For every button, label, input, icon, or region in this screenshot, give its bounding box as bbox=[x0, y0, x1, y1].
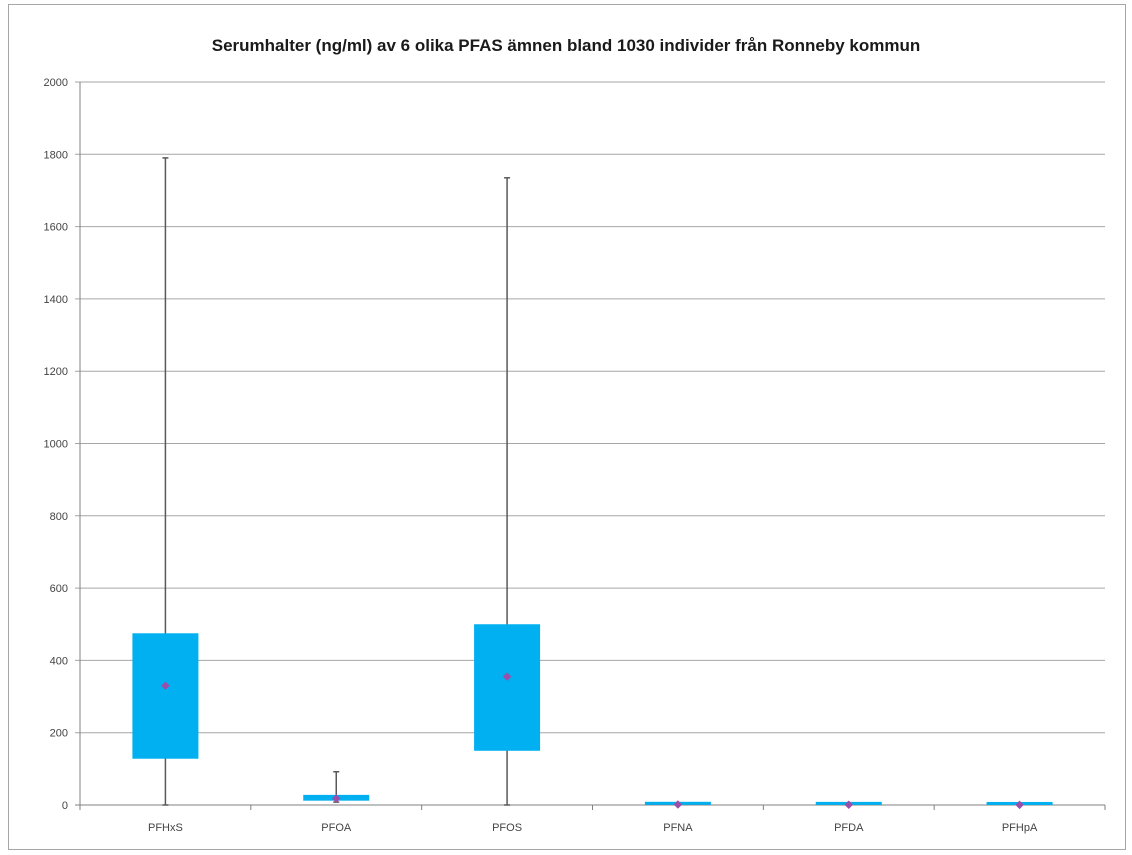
y-tick-label: 2000 bbox=[44, 77, 68, 89]
x-tick-label: PFHxS bbox=[148, 822, 183, 834]
mean-marker bbox=[1015, 800, 1024, 810]
y-tick-label: 1600 bbox=[44, 222, 68, 234]
x-tick-label: PFNA bbox=[663, 822, 693, 834]
chart-title: Serumhalter (ng/ml) av 6 olika PFAS ämne… bbox=[211, 36, 921, 55]
mean-marker bbox=[332, 794, 341, 803]
box-pfhpa bbox=[986, 800, 1053, 810]
mean-marker bbox=[502, 672, 512, 681]
x-tick-label: PFOS bbox=[492, 822, 522, 834]
box-pfna bbox=[644, 800, 711, 809]
box-pfoa bbox=[303, 770, 370, 803]
y-tick-label: 1400 bbox=[44, 294, 68, 306]
gridlines bbox=[75, 81, 1106, 810]
y-axis-tick-labels: 0 200 400 600 800 1000 1200 1400 1600 1800 2000 bbox=[44, 77, 68, 812]
x-tick-label: PFDA bbox=[834, 822, 864, 834]
y-tick-label: 400 bbox=[50, 655, 68, 667]
x-tick-label: PFOA bbox=[321, 822, 352, 834]
box-pfos bbox=[474, 177, 541, 806]
boxes bbox=[132, 157, 1053, 810]
iqr-box bbox=[474, 624, 541, 751]
box-pfda bbox=[815, 800, 882, 809]
y-tick-label: 800 bbox=[50, 511, 68, 523]
iqr-box bbox=[132, 633, 199, 759]
y-tick-label: 1000 bbox=[44, 439, 68, 451]
y-tick-label: 1800 bbox=[44, 149, 68, 161]
y-tick-label: 0 bbox=[62, 800, 68, 812]
x-axis-tick-labels: PFHxS PFOA PFOS PFNA PFDA PFHpA bbox=[148, 822, 1038, 834]
x-tick-label: PFHpA bbox=[1002, 822, 1038, 834]
y-tick-label: 1200 bbox=[44, 366, 68, 378]
y-tick-label: 200 bbox=[50, 728, 68, 740]
y-tick-label: 600 bbox=[50, 583, 68, 595]
mean-marker bbox=[844, 800, 853, 809]
box-pfhxs bbox=[132, 157, 199, 806]
mean-marker bbox=[673, 800, 683, 809]
